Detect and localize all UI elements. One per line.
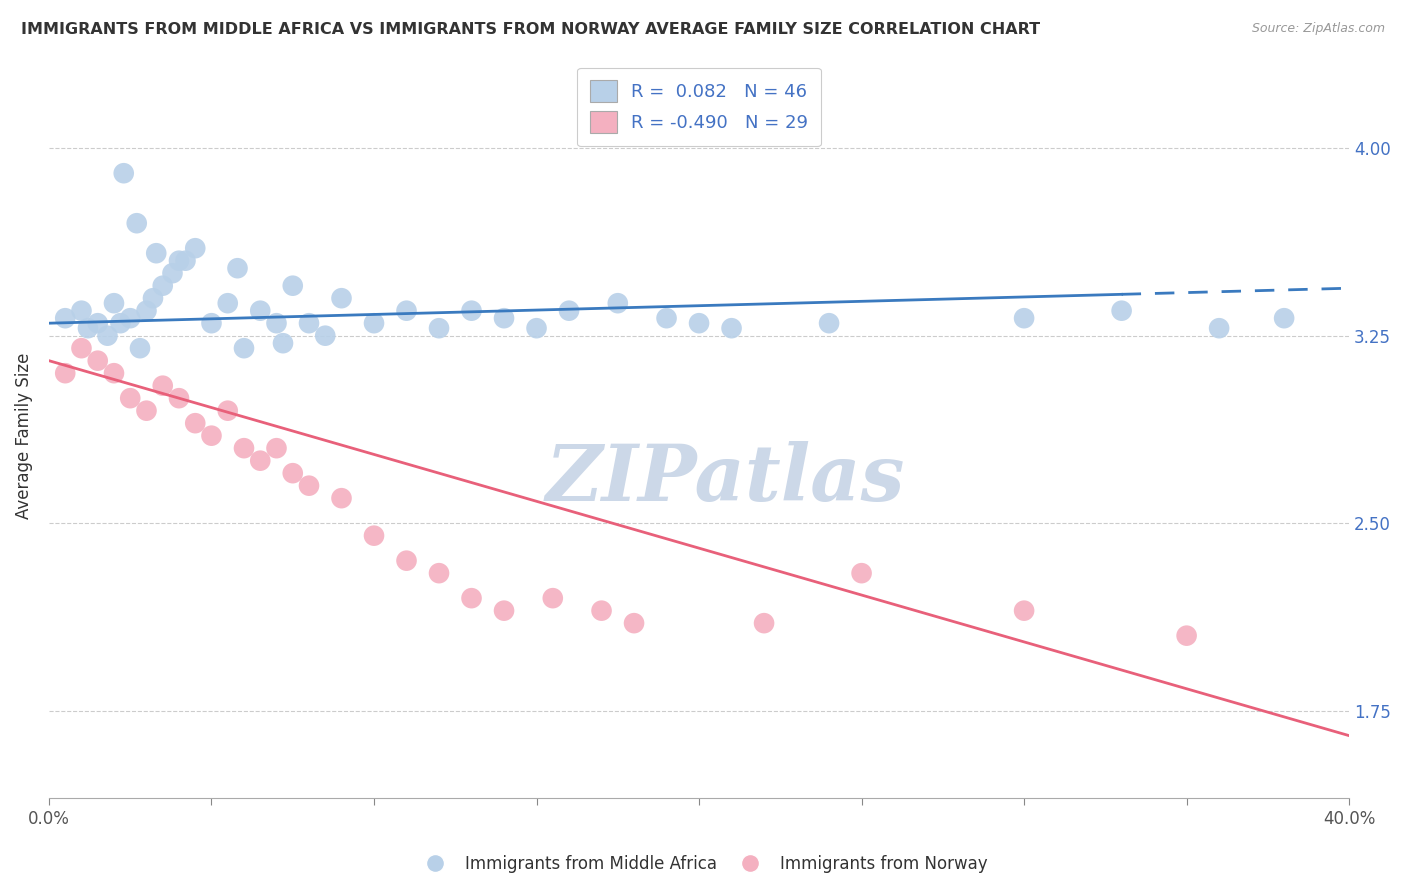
Point [129,341,152,355]
Point [87,353,110,368]
Point [623,616,645,631]
Point [818,316,841,330]
Point [226,261,249,276]
Point [1012,604,1035,618]
Point [558,303,581,318]
Point [752,616,775,631]
Text: Source: ZipAtlas.com: Source: ZipAtlas.com [1251,22,1385,36]
Point [167,391,190,405]
Point [281,466,304,480]
Legend: R =  0.082   N = 46, R = -0.490   N = 29: R = 0.082 N = 46, R = -0.490 N = 29 [576,68,821,146]
Point [174,253,197,268]
Point [96,328,118,343]
Point [330,491,353,505]
Point [152,278,174,293]
Point [541,591,564,606]
Y-axis label: Average Family Size: Average Family Size [15,352,32,519]
Point [1111,303,1133,318]
Point [87,316,110,330]
Point [233,441,256,455]
Point [1208,321,1230,335]
Point [298,478,321,492]
Point [266,316,288,330]
Point [249,453,271,467]
Point [720,321,742,335]
Point [281,278,304,293]
Point [120,311,142,326]
Text: ZIPatlas: ZIPatlas [546,441,904,517]
Point [103,296,125,310]
Point [184,416,207,430]
Point [427,321,450,335]
Point [330,291,353,305]
Point [112,166,135,180]
Point [103,366,125,380]
Point [70,303,93,318]
Point [688,316,710,330]
Point [655,311,678,326]
Point [200,428,222,442]
Point [110,316,132,330]
Point [135,403,157,417]
Point [53,311,76,326]
Point [363,529,385,543]
Point [145,246,167,260]
Point [233,341,256,355]
Point [606,296,628,310]
Point [217,296,239,310]
Point [120,391,142,405]
Point [152,378,174,392]
Point [217,403,239,417]
Point [125,216,148,230]
Point [460,303,482,318]
Legend: Immigrants from Middle Africa, Immigrants from Norway: Immigrants from Middle Africa, Immigrant… [412,848,994,880]
Point [70,341,93,355]
Point [249,303,271,318]
Point [162,266,184,280]
Point [395,554,418,568]
Point [314,328,336,343]
Point [1012,311,1035,326]
Text: IMMIGRANTS FROM MIDDLE AFRICA VS IMMIGRANTS FROM NORWAY AVERAGE FAMILY SIZE CORR: IMMIGRANTS FROM MIDDLE AFRICA VS IMMIGRA… [21,22,1040,37]
Point [1175,629,1198,643]
Point [591,604,613,618]
Point [266,441,288,455]
Point [135,303,157,318]
Point [460,591,482,606]
Point [427,566,450,581]
Point [363,316,385,330]
Point [167,253,190,268]
Point [492,311,515,326]
Point [271,336,294,351]
Point [53,366,76,380]
Point [526,321,548,335]
Point [298,316,321,330]
Point [142,291,165,305]
Point [77,321,100,335]
Point [395,303,418,318]
Point [200,316,222,330]
Point [1272,311,1295,326]
Point [492,604,515,618]
Point [184,241,207,255]
Point [851,566,873,581]
